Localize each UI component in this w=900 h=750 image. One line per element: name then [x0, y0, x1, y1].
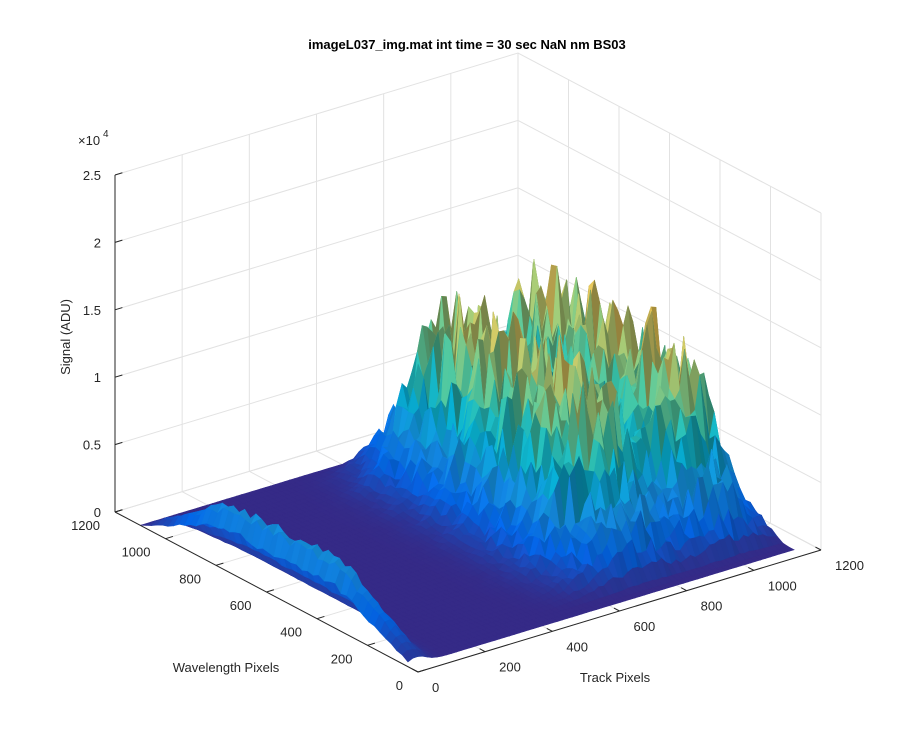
- x-tick-label: 800: [179, 571, 201, 586]
- z-multiplier: ×10 4: [78, 129, 109, 148]
- x-tick-label: 200: [331, 651, 353, 666]
- x-tick-mark: [165, 535, 174, 540]
- chart-title: imageL037_img.mat int time = 30 sec NaN …: [308, 37, 626, 52]
- x-tick-label: 600: [230, 598, 252, 613]
- y-axis-label: Track Pixels: [580, 670, 651, 685]
- y-tick-mark: [680, 587, 687, 592]
- surface: [140, 259, 795, 663]
- x-tick-label: 1200: [71, 518, 100, 533]
- z-tick-mark: [114, 374, 123, 378]
- y-tick-mark: [546, 627, 553, 632]
- x-tick-label: 1000: [122, 545, 151, 560]
- grid-line: [114, 254, 822, 416]
- x-tick-label: 0: [396, 678, 403, 693]
- z-tick-label: 0: [94, 505, 101, 520]
- y-tick-mark: [613, 607, 620, 612]
- y-tick-mark: [815, 546, 822, 551]
- z-tick-label: 0.5: [83, 438, 101, 453]
- z-tick-mark: [114, 307, 123, 311]
- y-tick-mark: [479, 648, 486, 653]
- z-tick-label: 1: [94, 370, 101, 385]
- z-axis-label: Signal (ADU): [58, 299, 73, 375]
- y-tick-label: 400: [566, 639, 588, 654]
- y-tick-label: 200: [499, 660, 521, 675]
- z-multiplier-base: ×10: [78, 133, 100, 148]
- y-tick-label: 600: [634, 619, 656, 634]
- x-tick-mark: [316, 615, 325, 620]
- z-tick-mark: [114, 239, 123, 243]
- z-tick-label: 2.5: [83, 168, 101, 183]
- x-tick-mark: [215, 562, 224, 566]
- y-tick-label: 800: [701, 599, 723, 614]
- x-tick-mark: [367, 642, 376, 646]
- y-tick-mark: [748, 566, 755, 571]
- x-axis-label: Wavelength Pixels: [173, 660, 280, 675]
- grid-line: [114, 119, 822, 281]
- y-tick-label: 0: [432, 680, 439, 695]
- grid-line: [114, 187, 822, 349]
- y-tick-label: 1200: [835, 558, 864, 573]
- z-tick-mark: [114, 509, 123, 513]
- y-tick-mark: [412, 668, 419, 673]
- z-multiplier-exponent: 4: [103, 129, 109, 140]
- x-tick-mark: [417, 669, 426, 673]
- tick-labels: 0200400600800100012000200400600800100012…: [71, 168, 864, 695]
- z-tick-mark: [114, 172, 123, 176]
- z-tick-mark: [114, 441, 123, 446]
- x-tick-label: 400: [280, 625, 302, 640]
- grid-line: [114, 52, 822, 214]
- z-tick-label: 1.5: [83, 303, 101, 318]
- x-tick-mark: [266, 589, 275, 593]
- z-tick-label: 2: [94, 235, 101, 250]
- surface-facet: [401, 650, 414, 663]
- y-tick-label: 1000: [768, 578, 797, 593]
